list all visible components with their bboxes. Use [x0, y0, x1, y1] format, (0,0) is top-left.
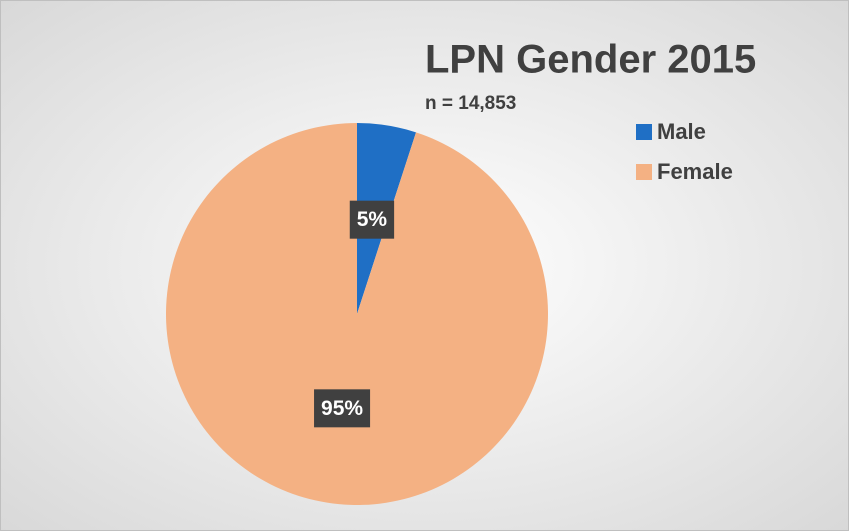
data-label-box	[349, 200, 395, 239]
legend-label: Female	[657, 159, 733, 184]
data-label-box	[314, 389, 371, 428]
legend-swatch	[636, 124, 652, 140]
legend-swatch	[636, 164, 652, 180]
chart-title: LPN Gender 2015	[425, 38, 756, 82]
pie-slice	[166, 123, 548, 506]
data-label: 95%	[321, 397, 363, 420]
data-label: 5%	[357, 208, 388, 231]
chart-subtitle: n = 14,853	[425, 93, 516, 114]
legend-label: Male	[657, 119, 706, 144]
